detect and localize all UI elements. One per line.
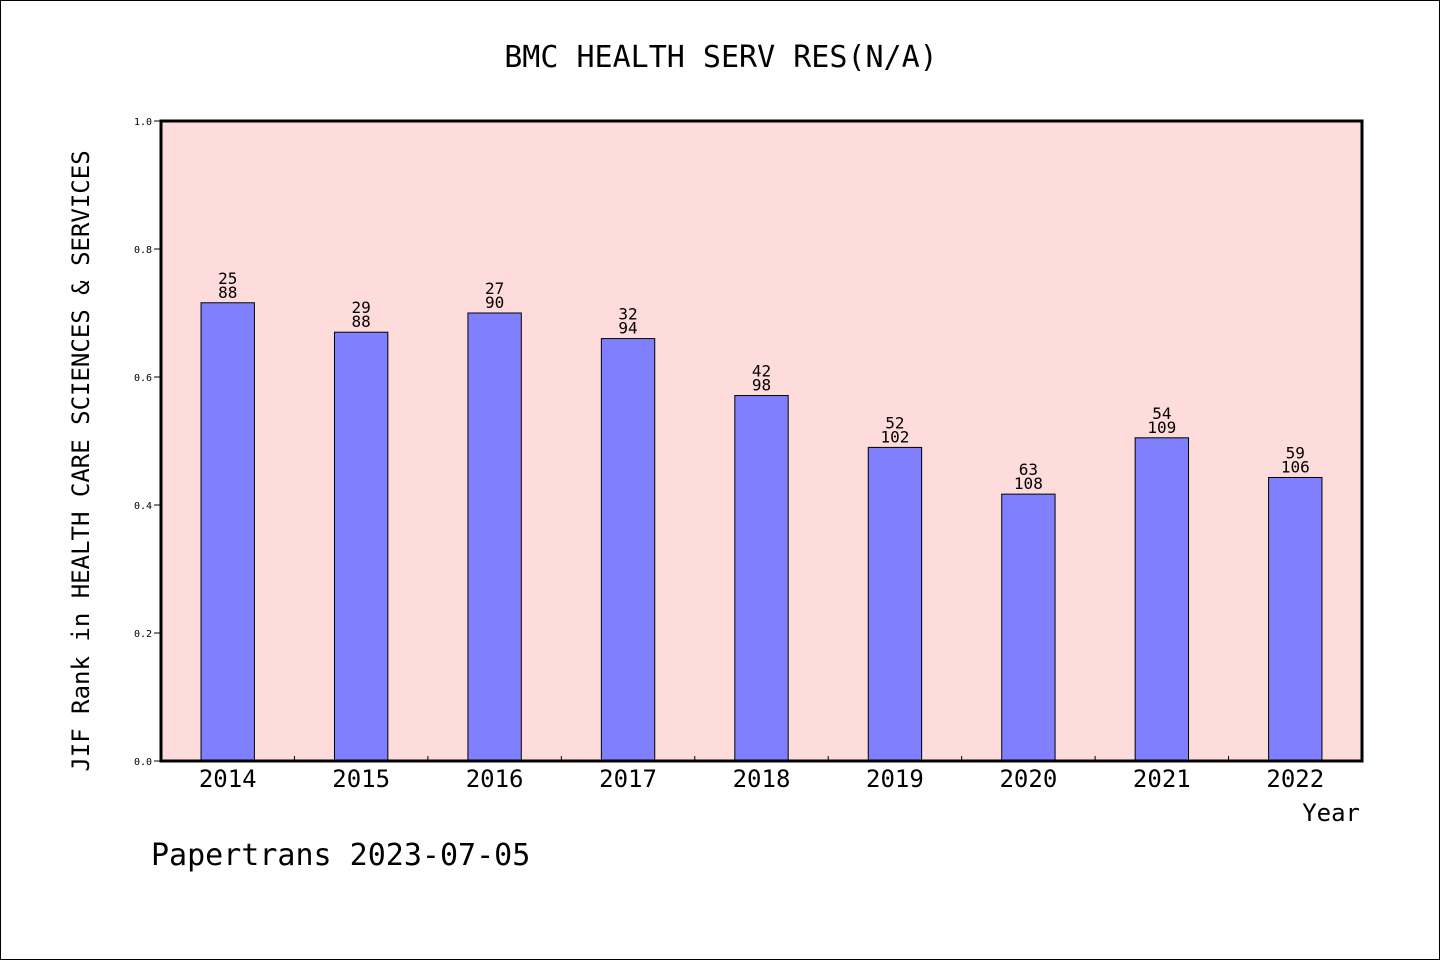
bar-rank-label-2015: 29 bbox=[352, 298, 371, 317]
x-tick-label-2022: 2022 bbox=[1266, 765, 1324, 793]
y-axis-label: JIF Rank in HEALTH CARE SCIENCES & SERVI… bbox=[67, 150, 95, 771]
x-tick-label-2017: 2017 bbox=[599, 765, 657, 793]
x-tick-label-2019: 2019 bbox=[866, 765, 924, 793]
bar-rank-label-2021: 54 bbox=[1152, 404, 1171, 423]
bar-total-label-2020: 108 bbox=[1014, 474, 1043, 493]
bar-rank-label-2020: 63 bbox=[1019, 460, 1038, 479]
x-tick-label-2018: 2018 bbox=[733, 765, 791, 793]
y-tick-label: 0.0 bbox=[134, 757, 152, 768]
bar-rank-label-2014: 25 bbox=[218, 269, 237, 288]
bar-rank-label-2022: 59 bbox=[1286, 443, 1305, 462]
bar-total-label-2016: 90 bbox=[485, 293, 504, 312]
y-tick-label: 1.0 bbox=[134, 117, 152, 128]
bar-2021 bbox=[1134, 437, 1190, 762]
chart-title: BMC HEALTH SERV RES(N/A) bbox=[504, 40, 937, 75]
bar-2014 bbox=[200, 302, 255, 762]
footer-credit: Papertrans 2023-07-05 bbox=[151, 838, 530, 873]
bar-2017 bbox=[600, 338, 656, 762]
bar-rank-label-2017: 32 bbox=[618, 305, 637, 324]
bars-group bbox=[200, 302, 1323, 762]
bar-total-label-2021: 109 bbox=[1147, 418, 1176, 437]
bar-total-label-2014: 88 bbox=[218, 283, 237, 302]
bar-2018 bbox=[734, 395, 789, 762]
bar-total-label-2015: 88 bbox=[352, 312, 371, 331]
y-axis-ticks: 0.0 0.2 0.4 0.6 0.8 1.0 bbox=[134, 117, 161, 768]
y-tick-label: 0.8 bbox=[134, 245, 152, 256]
bar-total-label-2017: 94 bbox=[618, 319, 637, 338]
y-tick-label: 0.2 bbox=[134, 629, 152, 640]
bar-2019 bbox=[867, 446, 923, 762]
x-tick-label-2014: 2014 bbox=[199, 765, 257, 793]
bar-rank-label-2019: 52 bbox=[885, 413, 904, 432]
bar-total-label-2018: 98 bbox=[752, 376, 771, 395]
bar-2016 bbox=[467, 312, 522, 762]
plot-border bbox=[159, 119, 1364, 763]
x-tick-label-2020: 2020 bbox=[999, 765, 1057, 793]
x-tick-label-2015: 2015 bbox=[332, 765, 390, 793]
x-tick-label-2021: 2021 bbox=[1133, 765, 1191, 793]
x-axis-label: Year bbox=[1302, 799, 1360, 827]
x-axis-ticks: 2014 2015 2016 2017 2018 2019 2020 2021 2022 bbox=[199, 756, 1324, 793]
bar-2022 bbox=[1268, 476, 1323, 762]
bar-rank-label-2016: 27 bbox=[485, 279, 504, 298]
y-tick-label: 0.4 bbox=[134, 501, 152, 512]
bar-rank-label-2018: 42 bbox=[752, 362, 771, 381]
bar-2015 bbox=[333, 331, 389, 762]
y-tick-label: 0.6 bbox=[134, 373, 152, 384]
bar-2020 bbox=[1001, 493, 1056, 762]
bar-total-label-2019: 102 bbox=[880, 427, 909, 446]
bar-total-label-2022: 106 bbox=[1281, 457, 1310, 476]
x-tick-label-2016: 2016 bbox=[466, 765, 524, 793]
